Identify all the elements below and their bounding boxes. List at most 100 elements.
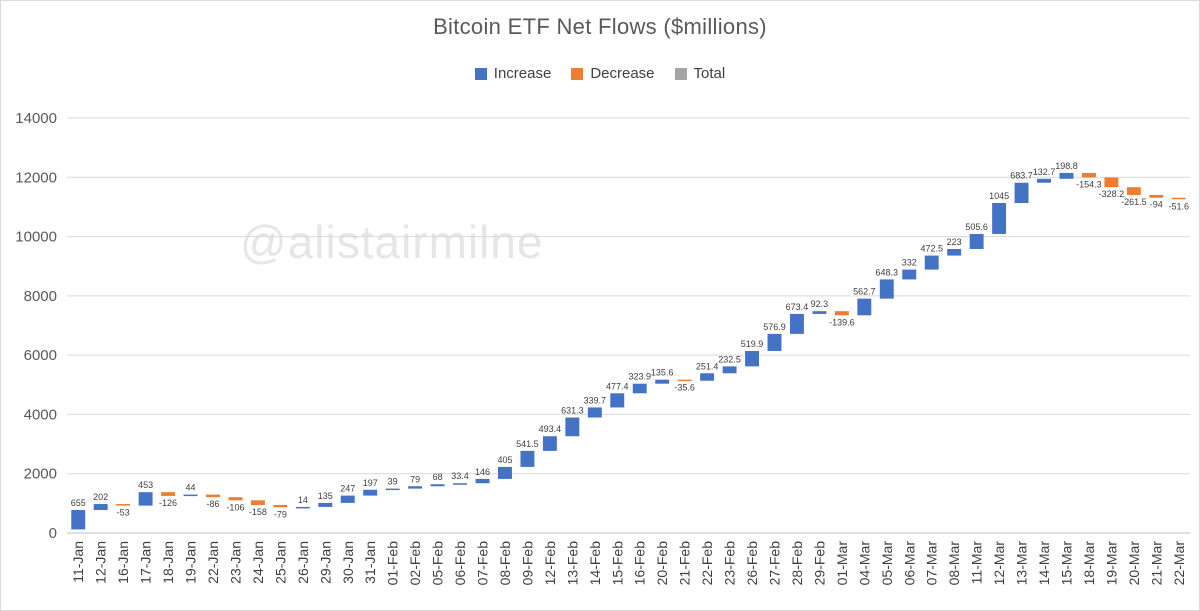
data-label: 472.5 [920, 244, 943, 254]
bar-decrease [206, 494, 220, 498]
data-label: -35.6 [674, 383, 695, 393]
data-label: 251.4 [696, 361, 719, 371]
bar-increase [565, 417, 580, 437]
legend-swatch-increase [474, 67, 487, 80]
bar-increase [71, 510, 86, 530]
x-tick-label: 17-Jan [138, 541, 154, 584]
x-tick-label: 07-Mar [924, 541, 940, 586]
legend: Increase Decrease Total [0, 65, 1200, 82]
bar-decrease [834, 311, 849, 316]
x-tick-label: 22-Feb [699, 541, 715, 586]
data-label: 132.7 [1033, 167, 1056, 177]
data-label: -106 [226, 502, 244, 512]
x-tick-label: 08-Feb [497, 541, 513, 586]
legend-label-increase: Increase [493, 65, 552, 82]
data-label: 655 [71, 498, 86, 508]
bar-decrease [116, 504, 131, 506]
x-tick-label: 12-Feb [542, 541, 558, 586]
bar-decrease [228, 497, 243, 501]
legend-swatch-decrease [571, 67, 584, 80]
data-label: 197 [363, 478, 378, 488]
x-tick-label: 21-Feb [677, 541, 693, 586]
bar-increase [969, 233, 984, 249]
legend-label-total: Total [693, 65, 726, 82]
bar-increase [789, 313, 804, 334]
data-label: -53 [117, 508, 130, 518]
bar-decrease [1104, 177, 1119, 188]
data-label: -154.3 [1076, 179, 1102, 189]
bar-increase [902, 269, 917, 280]
data-label: 223 [947, 237, 962, 247]
x-tick-label: 01-Mar [834, 541, 850, 586]
y-tick-label: 12000 [15, 169, 57, 186]
data-label: 92.3 [811, 299, 829, 309]
data-label: 493.4 [539, 424, 562, 434]
bar-increase [1014, 182, 1029, 204]
x-tick-label: 30-Jan [340, 541, 356, 584]
y-tick-label: 4000 [24, 406, 57, 423]
bar-increase [812, 311, 827, 314]
bar-increase [183, 494, 198, 497]
x-tick-label: 04-Mar [856, 541, 872, 586]
data-label: -86 [206, 499, 219, 509]
bar-increase [1059, 172, 1074, 179]
x-tick-label: 15-Mar [1058, 541, 1074, 586]
x-tick-label: 08-Mar [946, 541, 962, 586]
data-label: 673.4 [786, 302, 809, 312]
bar-increase [587, 407, 602, 418]
bar-decrease [1171, 197, 1186, 200]
x-tick-label: 28-Feb [789, 541, 805, 586]
data-label: -79 [274, 509, 287, 519]
bar-increase [992, 203, 1007, 234]
x-tick-label: 09-Feb [519, 541, 535, 586]
x-tick-label: 02-Feb [407, 541, 423, 586]
data-label: 44 [186, 483, 196, 493]
data-label: 1045 [989, 191, 1009, 201]
bar-increase [879, 279, 894, 299]
bar-increase [498, 466, 512, 479]
x-tick-label: 18-Mar [1081, 541, 1097, 586]
y-axis: 0 2000 4000 6000 8000 10000 12000 14000 [15, 110, 57, 542]
watermark: @alistairmilne [240, 216, 544, 268]
legend-swatch-total [674, 67, 687, 80]
data-label: 541.5 [516, 439, 539, 449]
data-label: 202 [93, 492, 108, 502]
x-tick-label: 24-Jan [250, 541, 266, 584]
x-tick-label: 26-Jan [295, 541, 311, 584]
x-tick-label: 20-Feb [654, 541, 670, 586]
x-tick-label: 14-Mar [1036, 541, 1052, 586]
x-tick-label: 16-Jan [115, 541, 131, 584]
bar-increase [93, 504, 108, 511]
x-tick-label: 05-Feb [430, 541, 446, 586]
legend-entry-total: Total [674, 65, 726, 82]
bar-increase [295, 506, 310, 509]
data-label: 332 [902, 258, 917, 268]
data-label: 576.9 [763, 322, 786, 332]
bar-increase [340, 495, 355, 503]
bar-decrease [250, 500, 265, 505]
data-label: 648.3 [876, 267, 899, 277]
x-tick-label: 06-Mar [901, 541, 917, 586]
x-axis: 11-Jan 12-Jan 16-Jan 17-Jan 18-Jan 19-Jan 22-J… [70, 541, 1187, 586]
x-tick-label: 19-Jan [183, 541, 199, 584]
data-label: 405 [497, 455, 512, 465]
bar-increase [610, 393, 625, 408]
bar-increase [745, 350, 759, 367]
bar-increase [453, 483, 468, 485]
x-tick-label: 23-Jan [227, 541, 243, 584]
x-tick-label: 16-Feb [632, 541, 648, 586]
x-tick-label: 22-Jan [205, 541, 221, 584]
x-tick-label: 14-Feb [587, 541, 603, 586]
data-label: 477.4 [606, 381, 629, 391]
x-tick-label: 29-Feb [811, 541, 827, 586]
data-label: 247 [340, 484, 355, 494]
x-tick-label: 21-Mar [1148, 541, 1164, 586]
bar-increase [857, 298, 872, 316]
bar-increase [947, 248, 962, 256]
legend-entry-decrease: Decrease [571, 65, 655, 82]
data-label: 39 [388, 477, 398, 487]
x-tick-label: 12-Mar [991, 541, 1007, 586]
bar-decrease [273, 504, 288, 508]
x-tick-label: 29-Jan [317, 541, 333, 584]
bar-increase [542, 436, 557, 451]
